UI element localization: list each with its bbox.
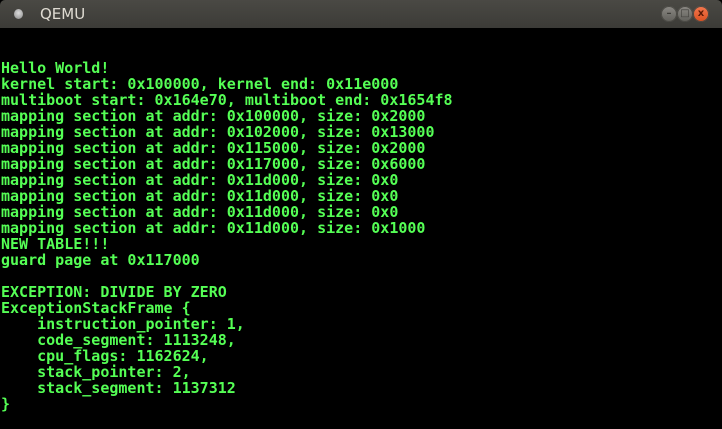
console-line: cpu_flags: 1162624, xyxy=(1,347,209,365)
console-line: mapping section at addr: 0x102000, size:… xyxy=(1,123,435,141)
console-line: code_segment: 1113248, xyxy=(1,331,236,349)
console-line: mapping section at addr: 0x115000, size:… xyxy=(1,139,426,157)
qemu-display[interactable]: Hello World! kernel start: 0x100000, ker… xyxy=(0,28,722,429)
console-line: NEW TABLE!!! xyxy=(1,235,110,253)
window-title: QEMU xyxy=(40,5,86,23)
console-line: instruction_pointer: 1, xyxy=(1,315,245,333)
console-line: multiboot start: 0x164e70, multiboot end… xyxy=(1,91,453,109)
console-line: Hello World! xyxy=(1,59,110,77)
console-line: mapping section at addr: 0x11d000, size:… xyxy=(1,171,399,189)
window-titlebar[interactable]: QEMU – □ x xyxy=(0,0,722,28)
console-line: } xyxy=(1,395,11,413)
console-line: mapping section at addr: 0x100000, size:… xyxy=(1,107,426,125)
console-line: mapping section at addr: 0x11d000, size:… xyxy=(1,203,399,221)
console-line: guard page at 0x117000 xyxy=(1,251,200,269)
close-button[interactable]: x xyxy=(693,6,709,22)
console-line: ExceptionStackFrame { xyxy=(1,299,191,317)
maximize-button[interactable]: □ xyxy=(677,6,693,22)
qemu-app-icon xyxy=(14,9,23,19)
console-line: kernel start: 0x100000, kernel end: 0x11… xyxy=(1,75,399,93)
console-line: EXCEPTION: DIVIDE BY ZERO xyxy=(1,283,227,301)
console-output: Hello World! kernel start: 0x100000, ker… xyxy=(1,60,453,412)
console-line: mapping section at addr: 0x11d000, size:… xyxy=(1,187,399,205)
console-line xyxy=(1,268,453,284)
console-line: mapping section at addr: 0x11d000, size:… xyxy=(1,219,426,237)
console-line: stack_segment: 1137312 xyxy=(1,379,236,397)
minimize-button[interactable]: – xyxy=(661,6,677,22)
console-line: mapping section at addr: 0x117000, size:… xyxy=(1,155,426,173)
console-line: stack_pointer: 2, xyxy=(1,363,191,381)
